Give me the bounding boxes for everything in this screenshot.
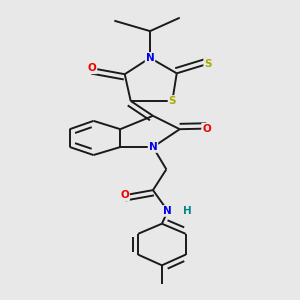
Text: O: O xyxy=(120,190,129,200)
Text: N: N xyxy=(164,206,172,216)
Text: S: S xyxy=(204,59,212,69)
Text: O: O xyxy=(202,124,211,134)
Text: H: H xyxy=(183,206,191,216)
Text: S: S xyxy=(169,96,176,106)
Text: N: N xyxy=(148,142,157,152)
Text: O: O xyxy=(88,63,96,73)
Text: N: N xyxy=(146,53,154,63)
